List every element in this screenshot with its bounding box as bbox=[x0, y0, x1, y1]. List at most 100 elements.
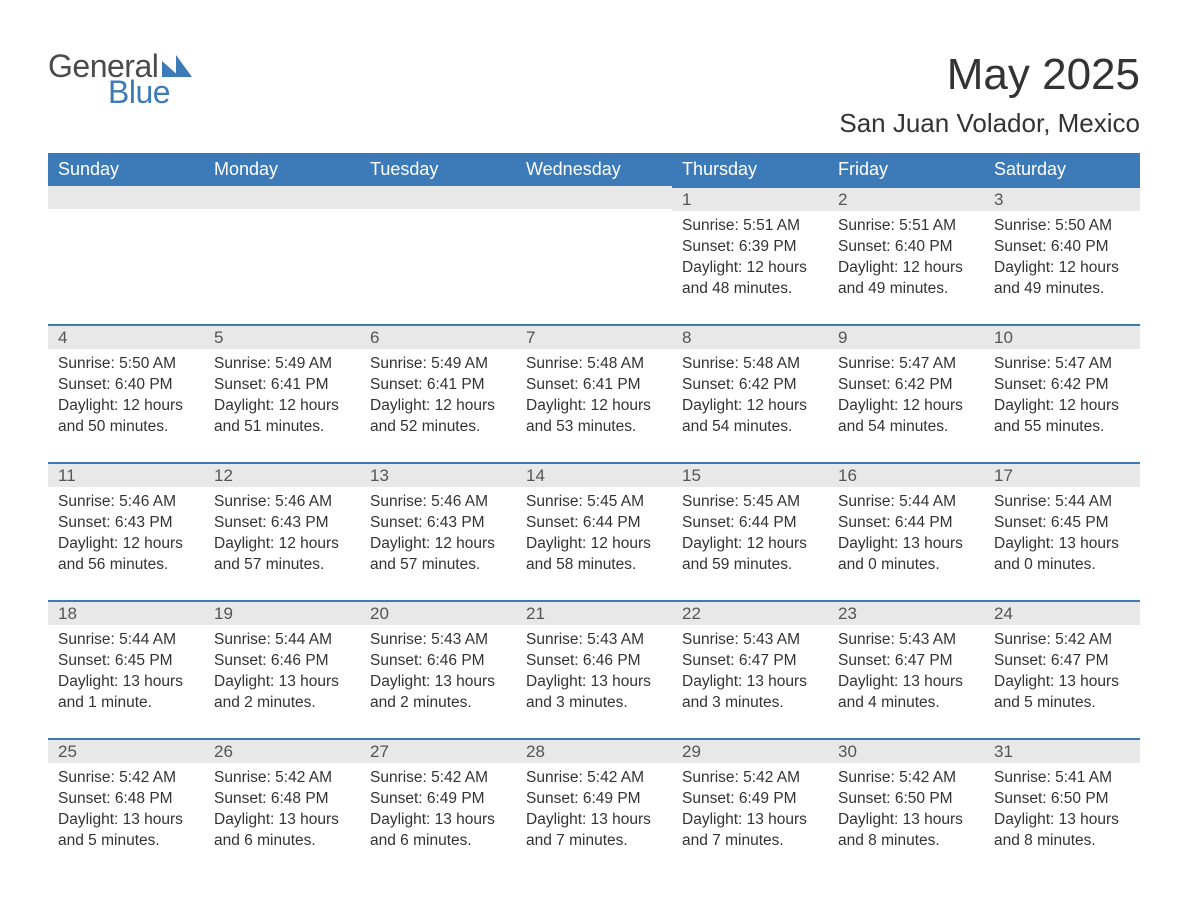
day-line: Sunrise: 5:41 AM bbox=[994, 768, 1130, 789]
day-number: 29 bbox=[672, 738, 828, 763]
day-number: 14 bbox=[516, 462, 672, 487]
day-number: 8 bbox=[672, 324, 828, 349]
day-line: Daylight: 12 hours bbox=[58, 534, 194, 555]
calendar-cell: 16Sunrise: 5:44 AMSunset: 6:44 PMDayligh… bbox=[828, 462, 984, 600]
day-line: Sunrise: 5:44 AM bbox=[58, 630, 194, 651]
day-line: and 54 minutes. bbox=[838, 417, 974, 438]
calendar-cell: 23Sunrise: 5:43 AMSunset: 6:47 PMDayligh… bbox=[828, 600, 984, 738]
day-line: and 8 minutes. bbox=[994, 831, 1130, 852]
day-line: Sunset: 6:45 PM bbox=[994, 513, 1130, 534]
day-line: Sunset: 6:41 PM bbox=[214, 375, 350, 396]
day-line: and 57 minutes. bbox=[370, 555, 506, 576]
day-line: Sunrise: 5:51 AM bbox=[838, 216, 974, 237]
calendar-cell: 29Sunrise: 5:42 AMSunset: 6:49 PMDayligh… bbox=[672, 738, 828, 876]
day-line: Daylight: 13 hours bbox=[214, 672, 350, 693]
day-line: Daylight: 13 hours bbox=[58, 810, 194, 831]
day-line: and 59 minutes. bbox=[682, 555, 818, 576]
calendar-cell bbox=[360, 186, 516, 324]
day-line: Sunrise: 5:42 AM bbox=[682, 768, 818, 789]
day-line: and 0 minutes. bbox=[838, 555, 974, 576]
day-line: Daylight: 12 hours bbox=[526, 396, 662, 417]
day-line: Sunset: 6:41 PM bbox=[370, 375, 506, 396]
month-title: May 2025 bbox=[839, 50, 1140, 100]
day-line: Daylight: 12 hours bbox=[682, 396, 818, 417]
day-data: Sunrise: 5:51 AMSunset: 6:40 PMDaylight:… bbox=[828, 211, 984, 306]
location-label: San Juan Volador, Mexico bbox=[839, 108, 1140, 139]
day-number bbox=[48, 186, 204, 209]
day-line: Sunset: 6:40 PM bbox=[58, 375, 194, 396]
day-line: Sunset: 6:44 PM bbox=[838, 513, 974, 534]
calendar-cell: 8Sunrise: 5:48 AMSunset: 6:42 PMDaylight… bbox=[672, 324, 828, 462]
day-data: Sunrise: 5:46 AMSunset: 6:43 PMDaylight:… bbox=[48, 487, 204, 582]
calendar-cell: 3Sunrise: 5:50 AMSunset: 6:40 PMDaylight… bbox=[984, 186, 1140, 324]
day-line: Daylight: 13 hours bbox=[370, 672, 506, 693]
day-data: Sunrise: 5:48 AMSunset: 6:41 PMDaylight:… bbox=[516, 349, 672, 444]
day-line: Daylight: 12 hours bbox=[526, 534, 662, 555]
calendar-week: 18Sunrise: 5:44 AMSunset: 6:45 PMDayligh… bbox=[48, 600, 1140, 738]
day-number: 31 bbox=[984, 738, 1140, 763]
day-number: 27 bbox=[360, 738, 516, 763]
calendar-cell: 7Sunrise: 5:48 AMSunset: 6:41 PMDaylight… bbox=[516, 324, 672, 462]
day-number: 13 bbox=[360, 462, 516, 487]
day-number: 16 bbox=[828, 462, 984, 487]
calendar-cell bbox=[48, 186, 204, 324]
day-line: Sunset: 6:45 PM bbox=[58, 651, 194, 672]
day-line: Sunrise: 5:50 AM bbox=[994, 216, 1130, 237]
day-line: Daylight: 13 hours bbox=[526, 810, 662, 831]
calendar-cell: 24Sunrise: 5:42 AMSunset: 6:47 PMDayligh… bbox=[984, 600, 1140, 738]
day-line: Daylight: 12 hours bbox=[214, 534, 350, 555]
day-data: Sunrise: 5:42 AMSunset: 6:49 PMDaylight:… bbox=[360, 763, 516, 858]
day-header: Wednesday bbox=[516, 153, 672, 186]
day-line: Sunset: 6:50 PM bbox=[838, 789, 974, 810]
page-header: General Blue May 2025 San Juan Volador, … bbox=[48, 50, 1140, 139]
day-data: Sunrise: 5:42 AMSunset: 6:49 PMDaylight:… bbox=[672, 763, 828, 858]
day-line: and 0 minutes. bbox=[994, 555, 1130, 576]
day-header: Friday bbox=[828, 153, 984, 186]
day-number: 9 bbox=[828, 324, 984, 349]
day-data: Sunrise: 5:43 AMSunset: 6:47 PMDaylight:… bbox=[828, 625, 984, 720]
day-line: and 5 minutes. bbox=[994, 693, 1130, 714]
day-data: Sunrise: 5:47 AMSunset: 6:42 PMDaylight:… bbox=[984, 349, 1140, 444]
day-header: Saturday bbox=[984, 153, 1140, 186]
day-data: Sunrise: 5:42 AMSunset: 6:48 PMDaylight:… bbox=[204, 763, 360, 858]
calendar-week: 11Sunrise: 5:46 AMSunset: 6:43 PMDayligh… bbox=[48, 462, 1140, 600]
day-line: and 56 minutes. bbox=[58, 555, 194, 576]
day-line: Sunset: 6:46 PM bbox=[526, 651, 662, 672]
calendar-cell: 15Sunrise: 5:45 AMSunset: 6:44 PMDayligh… bbox=[672, 462, 828, 600]
day-line: and 6 minutes. bbox=[214, 831, 350, 852]
day-number: 21 bbox=[516, 600, 672, 625]
day-data: Sunrise: 5:43 AMSunset: 6:46 PMDaylight:… bbox=[516, 625, 672, 720]
day-line: Daylight: 13 hours bbox=[994, 810, 1130, 831]
day-line: and 53 minutes. bbox=[526, 417, 662, 438]
day-line: and 49 minutes. bbox=[994, 279, 1130, 300]
calendar-cell: 22Sunrise: 5:43 AMSunset: 6:47 PMDayligh… bbox=[672, 600, 828, 738]
day-number bbox=[360, 186, 516, 209]
calendar-cell: 13Sunrise: 5:46 AMSunset: 6:43 PMDayligh… bbox=[360, 462, 516, 600]
day-line: and 2 minutes. bbox=[370, 693, 506, 714]
day-line: Daylight: 13 hours bbox=[682, 810, 818, 831]
day-number: 19 bbox=[204, 600, 360, 625]
day-data: Sunrise: 5:42 AMSunset: 6:47 PMDaylight:… bbox=[984, 625, 1140, 720]
day-line: and 3 minutes. bbox=[682, 693, 818, 714]
day-line: Sunset: 6:43 PM bbox=[370, 513, 506, 534]
day-line: Sunrise: 5:46 AM bbox=[58, 492, 194, 513]
day-number: 28 bbox=[516, 738, 672, 763]
day-line: Daylight: 13 hours bbox=[838, 534, 974, 555]
day-line: Sunrise: 5:43 AM bbox=[526, 630, 662, 651]
day-data: Sunrise: 5:45 AMSunset: 6:44 PMDaylight:… bbox=[672, 487, 828, 582]
day-line: Sunset: 6:49 PM bbox=[682, 789, 818, 810]
day-data: Sunrise: 5:51 AMSunset: 6:39 PMDaylight:… bbox=[672, 211, 828, 306]
day-line: Sunrise: 5:46 AM bbox=[370, 492, 506, 513]
day-data: Sunrise: 5:42 AMSunset: 6:48 PMDaylight:… bbox=[48, 763, 204, 858]
day-line: Sunset: 6:48 PM bbox=[214, 789, 350, 810]
day-line: and 1 minute. bbox=[58, 693, 194, 714]
day-line: and 52 minutes. bbox=[370, 417, 506, 438]
calendar-cell: 2Sunrise: 5:51 AMSunset: 6:40 PMDaylight… bbox=[828, 186, 984, 324]
day-data: Sunrise: 5:42 AMSunset: 6:49 PMDaylight:… bbox=[516, 763, 672, 858]
day-line: Sunrise: 5:49 AM bbox=[370, 354, 506, 375]
day-line: Sunrise: 5:47 AM bbox=[994, 354, 1130, 375]
day-line: Sunset: 6:43 PM bbox=[214, 513, 350, 534]
day-number: 26 bbox=[204, 738, 360, 763]
day-line: Sunset: 6:46 PM bbox=[370, 651, 506, 672]
day-line: Sunrise: 5:46 AM bbox=[214, 492, 350, 513]
